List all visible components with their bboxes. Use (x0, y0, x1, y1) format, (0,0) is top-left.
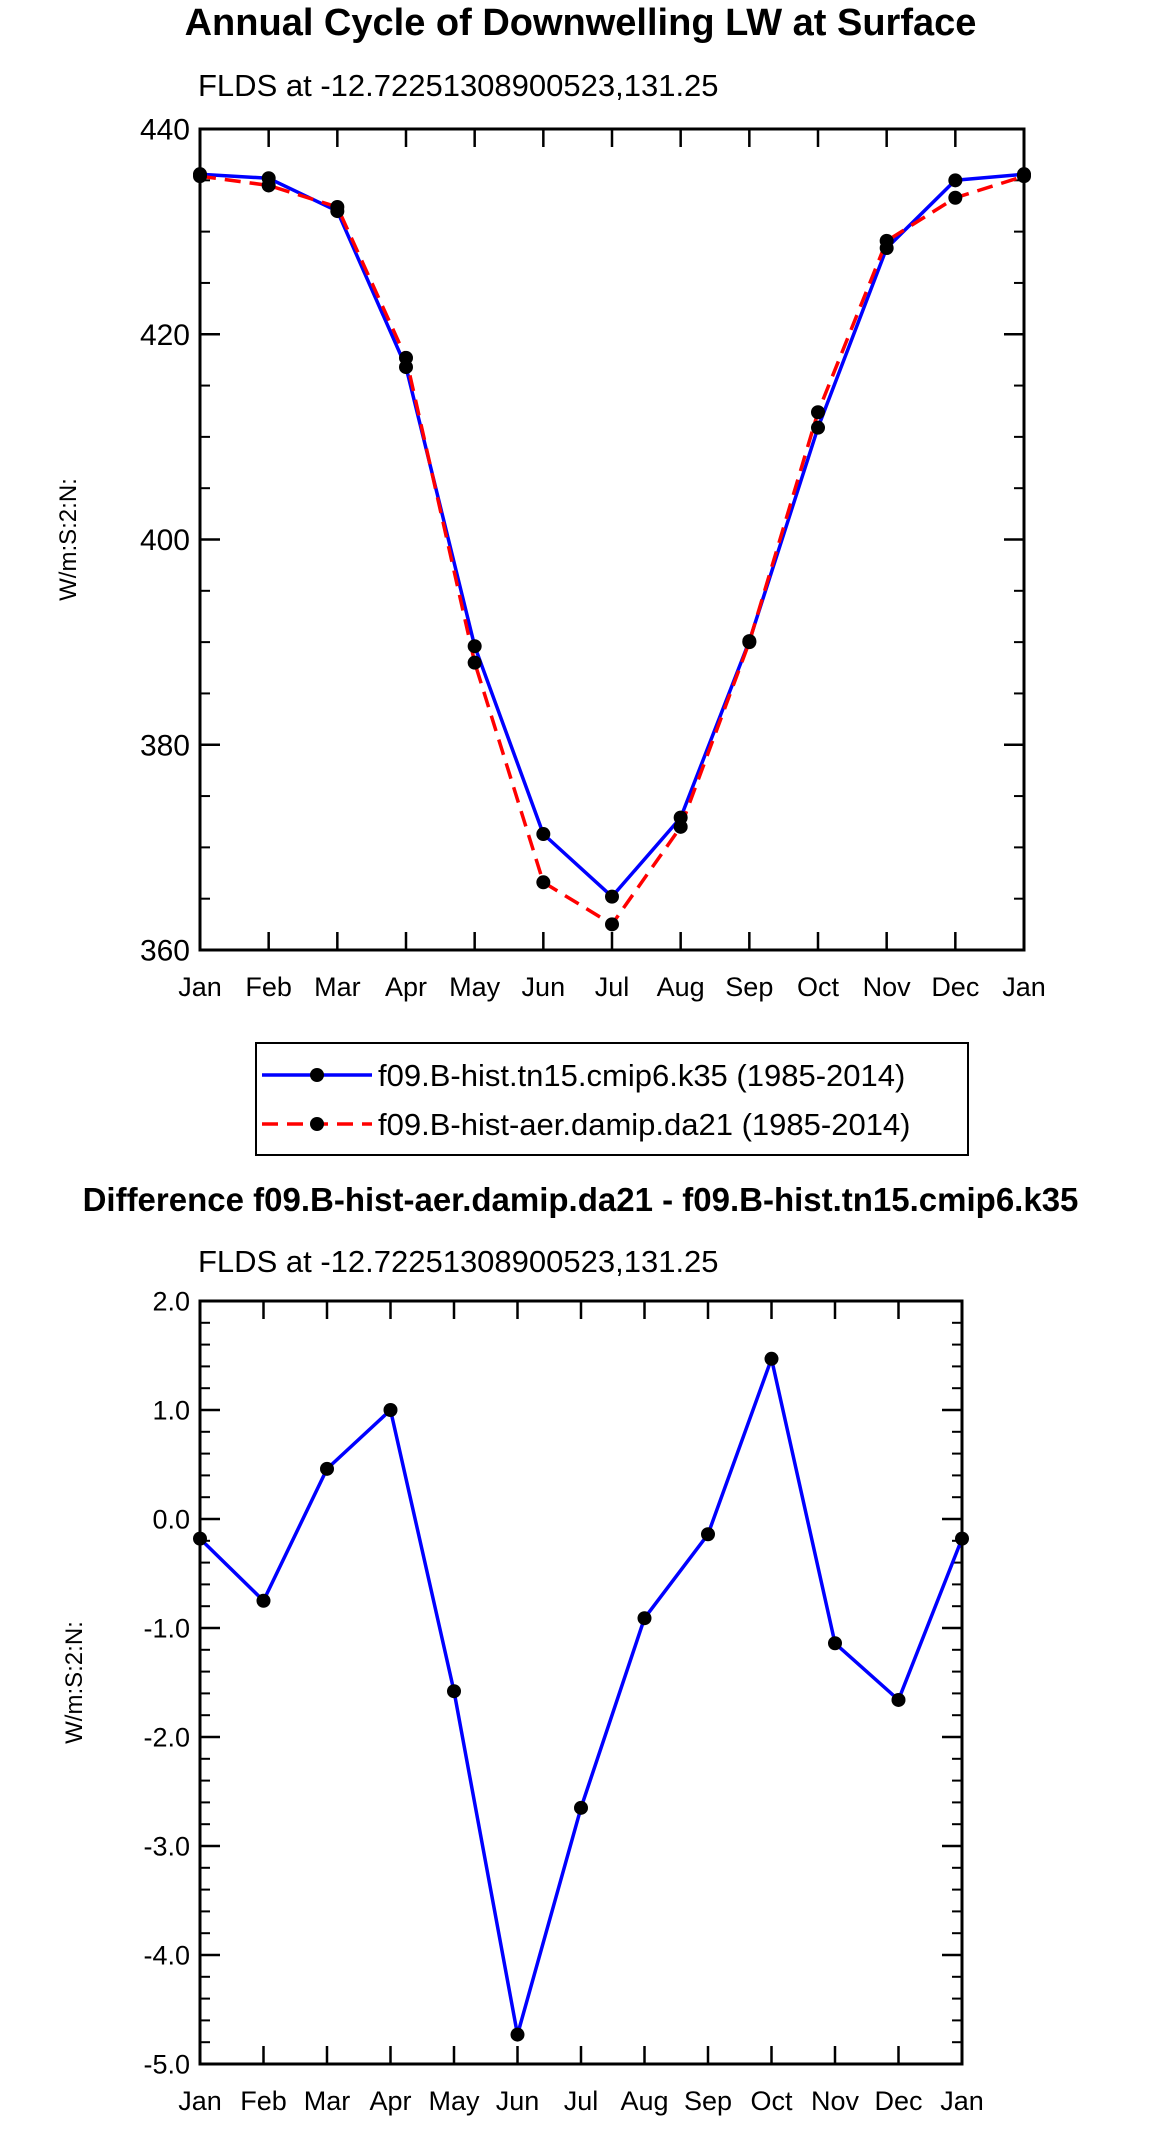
data-point-0 (637, 1611, 652, 1626)
y-axis-label: W/m:S:2:N: (61, 1621, 88, 1744)
series-line-1 (199, 174, 1025, 927)
x-tick-label: May (449, 972, 501, 1002)
data-point-1 (261, 178, 276, 193)
y-tick-label: 420 (140, 319, 190, 352)
y-tick-label: -3.0 (143, 1831, 190, 1861)
y-tick-label: 2.0 (152, 1286, 190, 1316)
x-tick-label: Sep (725, 972, 773, 1002)
y-tick-label: 440 (140, 114, 190, 147)
x-tick-label: Sep (684, 2086, 732, 2116)
x-tick-label: Mar (314, 972, 361, 1002)
y-tick-label: 1.0 (152, 1395, 190, 1425)
data-point-1 (399, 350, 413, 365)
y-tick-label: -5.0 (143, 2049, 190, 2079)
data-point-1 (330, 199, 345, 214)
plot-frame (198, 127, 1026, 952)
x-tick-label: Jun (496, 2086, 540, 2116)
x-tick-label: Nov (811, 2086, 860, 2116)
x-tick-label: Aug (657, 972, 705, 1002)
y-tick-label: 380 (140, 729, 190, 762)
series-line-0 (199, 172, 1025, 899)
y-tick-label: -1.0 (143, 1613, 190, 1643)
x-tick-label: Mar (304, 2086, 351, 2116)
plot-frame (198, 1299, 964, 2066)
x-tick-label: Jan (940, 2086, 984, 2116)
data-point-0 (193, 1531, 207, 1546)
data-point-0 (536, 827, 551, 842)
x-tick-label: Jul (564, 2086, 599, 2116)
data-point-0 (605, 889, 619, 904)
data-point-0 (510, 2027, 525, 2042)
series-line-0 (198, 1357, 964, 2037)
data-point-0 (764, 1351, 779, 1366)
chart-subtitle-top: FLDS at -12.72251308900523,131.25 (198, 68, 719, 103)
x-tick-label: Aug (620, 2086, 668, 2116)
legend-label-control: f09.B-hist.tn15.cmip6.k35 (1985-2014) (378, 1058, 905, 1093)
x-tick-label: Oct (797, 972, 840, 1002)
panel-top-annual-cycle: Jan Feb Mar Apr May Jun Jul Aug Sep Oct Nov Dec Jan 3… (55, 114, 1046, 1003)
data-point-0 (955, 1531, 969, 1546)
data-point-1 (742, 635, 757, 650)
data-point-1 (467, 655, 482, 670)
x-tick-label: Dec (931, 972, 979, 1002)
panel-bottom-difference: Jan Feb Mar Apr May Jun Jul Aug Sep Oct Nov Dec Jan 2… (61, 1286, 984, 2116)
data-point-1 (536, 875, 551, 890)
x-tick-label: May (428, 2086, 480, 2116)
x-tick-label: Jul (595, 972, 630, 1002)
y-tick-label: -2.0 (143, 1722, 190, 1752)
y-tick-label: -4.0 (143, 1940, 190, 1970)
y-axis-label: W/m:S:2:N: (55, 478, 82, 601)
legend-marker-control (310, 1068, 324, 1082)
data-point-1 (1017, 169, 1031, 184)
data-point-1 (811, 405, 825, 420)
x-tick-label: Jan (178, 972, 222, 1002)
legend-label-aer: f09.B-hist-aer.damip.da21 (1985-2014) (378, 1107, 911, 1142)
x-tick-label: Feb (240, 2086, 287, 2116)
data-point-0 (574, 1800, 588, 1815)
x-tick-label: Feb (245, 972, 292, 1002)
y-tick-label: 400 (140, 524, 190, 557)
data-point-0 (948, 173, 963, 188)
legend-box (255, 1042, 969, 1156)
data-point-1 (948, 190, 963, 205)
data-point-0 (828, 1636, 842, 1651)
data-point-0 (891, 1692, 906, 1707)
x-tick-label: Jan (178, 2086, 222, 2116)
x-tick-label: Nov (863, 972, 912, 1002)
chart-title-top: Annual Cycle of Downwelling LW at Surfac… (184, 2, 977, 44)
data-point-1 (879, 233, 894, 248)
data-point-0 (467, 639, 482, 654)
data-point-0 (383, 1403, 398, 1417)
chart-title-bottom: Difference f09.B-hist-aer.damip.da21 - f… (82, 1181, 1079, 1218)
x-tick-label: Jun (522, 972, 566, 1002)
legend: f09.B-hist.tn15.cmip6.k35 (1985-2014) f0… (255, 1042, 969, 1156)
x-tick-label: Jan (1002, 972, 1046, 1002)
data-point-0 (701, 1527, 715, 1542)
data-point-0 (256, 1593, 271, 1608)
x-tick-label: Dec (874, 2086, 922, 2116)
y-tick-label: 360 (140, 935, 190, 968)
data-point-1 (193, 169, 207, 184)
x-tick-label: Apr (385, 972, 427, 1002)
data-point-0 (320, 1461, 334, 1476)
data-point-1 (605, 917, 619, 932)
data-point-1 (673, 819, 688, 834)
x-tick-label: Oct (750, 2086, 793, 2116)
chart-subtitle-bottom: FLDS at -12.72251308900523,131.25 (198, 1244, 719, 1279)
y-tick-label: 0.0 (152, 1504, 190, 1534)
legend-marker-aer (310, 1117, 324, 1131)
data-point-0 (811, 420, 825, 435)
data-point-0 (447, 1684, 461, 1699)
x-tick-label: Apr (369, 2086, 411, 2116)
